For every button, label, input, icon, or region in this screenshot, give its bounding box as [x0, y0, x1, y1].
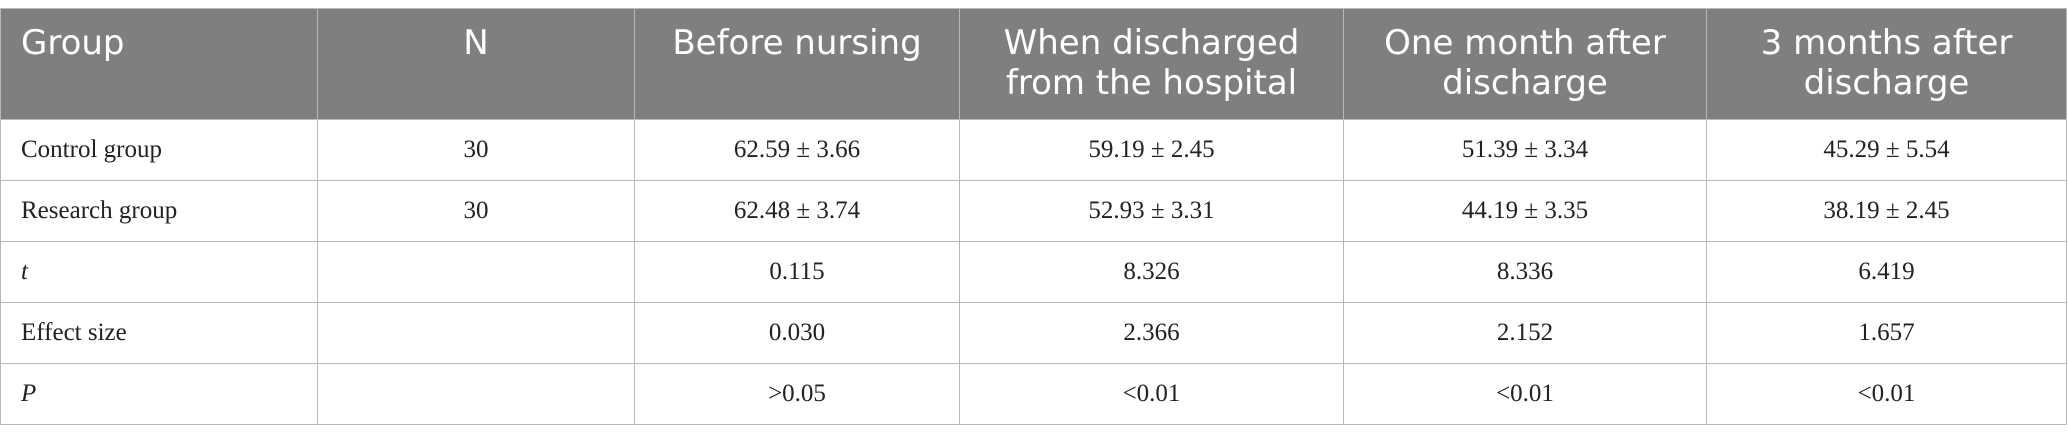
row-label: t [0, 241, 318, 303]
cell-when-discharged: 59.19 ± 2.45 [959, 119, 1344, 181]
row-label: Control group [0, 119, 318, 181]
cell-before-nursing: >0.05 [634, 363, 960, 425]
cell-n [317, 241, 635, 303]
table-row: t 0.115 8.326 8.336 6.419 [0, 241, 2067, 303]
table-body: Control group 30 62.59 ± 3.66 59.19 ± 2.… [0, 119, 2067, 425]
header-group: Group [0, 8, 318, 120]
header-row: Group N Before nursing When discharged f… [0, 8, 2067, 120]
table-header: Group N Before nursing When discharged f… [0, 8, 2067, 120]
header-before-nursing: Before nursing [634, 8, 960, 120]
header-n: N [317, 8, 635, 120]
cell-before-nursing: 0.115 [634, 241, 960, 303]
cell-three-months-after: 45.29 ± 5.54 [1706, 119, 2067, 181]
cell-when-discharged: <0.01 [959, 363, 1344, 425]
cell-one-month-after: 51.39 ± 3.34 [1343, 119, 1707, 181]
table-row: Effect size 0.030 2.366 2.152 1.657 [0, 302, 2067, 364]
cell-one-month-after: 8.336 [1343, 241, 1707, 303]
table-row: P >0.05 <0.01 <0.01 <0.01 [0, 363, 2067, 425]
cell-n: 30 [317, 119, 635, 181]
row-label: Research group [0, 180, 318, 242]
cell-when-discharged: 2.366 [959, 302, 1344, 364]
cell-n: 30 [317, 180, 635, 242]
cell-when-discharged: 52.93 ± 3.31 [959, 180, 1344, 242]
results-table: Group N Before nursing When discharged f… [0, 8, 2067, 425]
cell-three-months-after: 6.419 [1706, 241, 2067, 303]
cell-three-months-after: <0.01 [1706, 363, 2067, 425]
header-when-discharged: When discharged from the hospital [959, 8, 1344, 120]
row-label: P [0, 363, 318, 425]
cell-one-month-after: <0.01 [1343, 363, 1707, 425]
cell-three-months-after: 1.657 [1706, 302, 2067, 364]
table-row: Control group 30 62.59 ± 3.66 59.19 ± 2.… [0, 119, 2067, 181]
row-label: Effect size [0, 302, 318, 364]
cell-before-nursing: 62.48 ± 3.74 [634, 180, 960, 242]
table-row: Research group 30 62.48 ± 3.74 52.93 ± 3… [0, 180, 2067, 242]
cell-one-month-after: 2.152 [1343, 302, 1707, 364]
header-three-months-after: 3 months after discharge [1706, 8, 2067, 120]
cell-three-months-after: 38.19 ± 2.45 [1706, 180, 2067, 242]
cell-when-discharged: 8.326 [959, 241, 1344, 303]
cell-before-nursing: 0.030 [634, 302, 960, 364]
cell-n [317, 363, 635, 425]
cell-n [317, 302, 635, 364]
header-one-month-after: One month after discharge [1343, 8, 1707, 120]
cell-one-month-after: 44.19 ± 3.35 [1343, 180, 1707, 242]
cell-before-nursing: 62.59 ± 3.66 [634, 119, 960, 181]
